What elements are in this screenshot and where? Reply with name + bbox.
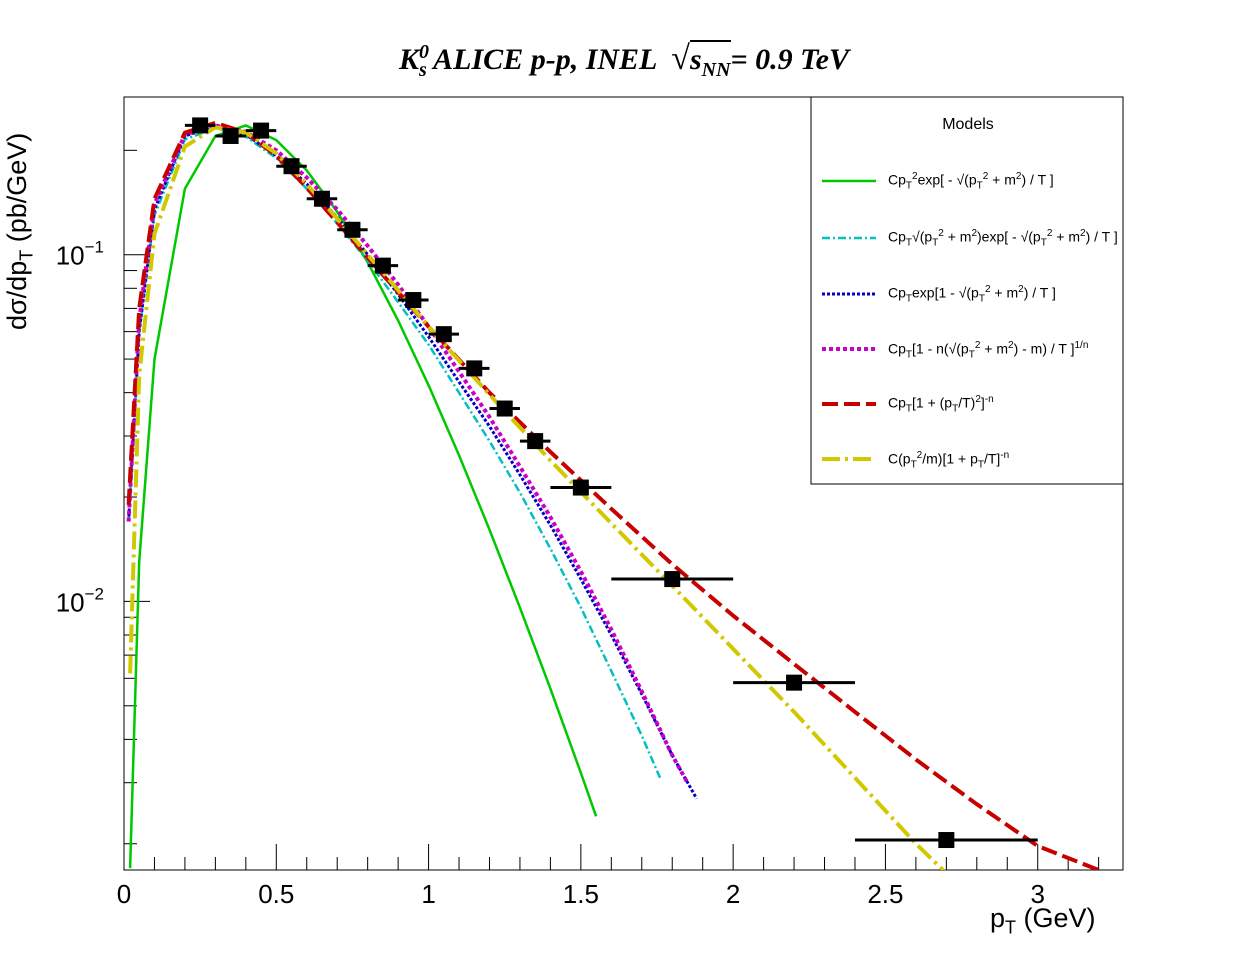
y-axis-label-unit: (pb/GeV) <box>2 132 32 250</box>
legend-entry-tsallis-label: CpT[1 - n(√(pT2 + m2) - m) / T ]1/n <box>888 340 1089 361</box>
y-tick-label: 10−2 <box>56 584 104 617</box>
x-tick-label: 3 <box>1030 879 1044 909</box>
x-axis-label-main: p <box>990 903 1006 933</box>
x-tick-label: 0 <box>117 879 131 909</box>
data-point <box>405 292 422 309</box>
data-point <box>344 221 361 238</box>
title-particle: K <box>398 43 419 76</box>
data-point <box>527 433 544 450</box>
legend-entry-powerlaw-label: C(pT2/m)[1 + pT/T]-n <box>888 450 1010 471</box>
y-axis-label-sub: T <box>16 249 37 261</box>
legend-entry-boltzmann-label: CpT2exp[ - √(pT2 + m2) / T ] <box>888 171 1054 192</box>
data-points <box>184 117 1038 849</box>
y-axis-label: dσ/dpT (pb/GeV) <box>2 133 37 330</box>
title-s-variable: s <box>689 43 702 76</box>
title-sqrt-symbol: √ <box>671 40 690 77</box>
title-particle-sup: 0 <box>418 41 429 63</box>
x-tick-label: 2.5 <box>867 879 903 909</box>
legend-entry-bose-label: CpT√(pT2 + m2)exp[ - √(pT2 + m2) / T ] <box>888 228 1118 249</box>
y-axis-label-main: dσ/dp <box>2 260 32 330</box>
x-tick-label: 0.5 <box>258 879 294 909</box>
data-point <box>572 479 589 496</box>
legend-title: Models <box>942 116 994 133</box>
curve-bose-like <box>127 126 662 779</box>
x-axis-label: pT (GeV) <box>990 903 1096 938</box>
curve-boltzmann <box>128 124 598 869</box>
legend-frame <box>810 96 1124 485</box>
x-tick-label: 1.5 <box>563 879 599 909</box>
axis-ticks: 0 0.5 1 1.5 2 2.5 3 10−1 10−2 <box>56 149 1100 909</box>
legend-entry-exponential-label: CpTexp[1 - √(pT2 + m2) / T ] <box>888 284 1056 305</box>
curve-exponential <box>127 124 698 800</box>
title-experiment: ALICE p-p, INEL <box>433 43 657 76</box>
data-point <box>786 674 803 691</box>
legend <box>810 96 1124 485</box>
curve-power-law <box>128 125 946 870</box>
x-tick-label: 1 <box>421 879 435 909</box>
title-particle-sub: s <box>418 59 427 81</box>
data-point <box>664 571 681 588</box>
data-point <box>192 117 209 134</box>
x-axis-label-unit: (GeV) <box>1016 903 1096 933</box>
y-tick-label: 10−1 <box>56 238 104 271</box>
data-point <box>283 158 300 175</box>
data-point <box>313 190 330 207</box>
title-energy: = 0.9 TeV <box>730 43 850 76</box>
data-point <box>253 122 270 139</box>
curve-tsallis <box>126 123 690 784</box>
legend-entry-hagedorn-label: CpT[1 + (pT/T)2]-n <box>888 394 994 415</box>
x-axis-label-sub: T <box>1005 917 1017 938</box>
data-point <box>466 360 483 377</box>
data-point <box>435 326 452 343</box>
title-s-subscript: NN <box>701 59 731 81</box>
chart-title: K0s ALICE p-p, INEL √sNN= 0.9 TeV <box>0 40 1248 82</box>
data-point <box>496 400 513 417</box>
data-point <box>222 127 239 144</box>
data-point <box>938 832 955 849</box>
x-tick-label: 2 <box>726 879 740 909</box>
data-point <box>374 257 391 274</box>
